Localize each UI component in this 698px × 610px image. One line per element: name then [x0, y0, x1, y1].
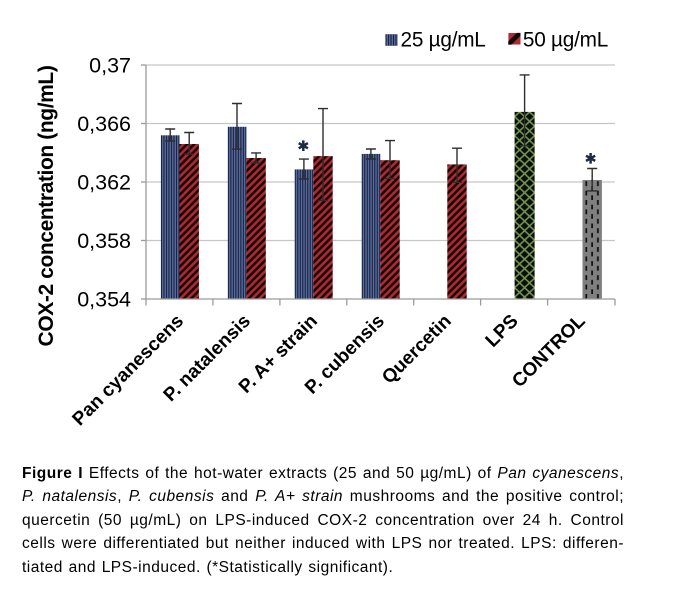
svg-text:0,358: 0,358 [77, 229, 131, 253]
svg-text:0,366: 0,366 [77, 112, 131, 136]
svg-text:COX-2 concentration (ng/mL): COX-2 concentration (ng/mL) [35, 66, 58, 347]
svg-text:LPS: LPS [482, 311, 523, 352]
svg-text:25 µg/mL: 25 µg/mL [401, 28, 486, 51]
svg-text:Quercetin: Quercetin [378, 311, 456, 389]
svg-text:0,37: 0,37 [89, 54, 131, 78]
svg-text:0,354: 0,354 [77, 288, 131, 312]
svg-text:Pan cyanescens: Pan cyanescens [69, 311, 188, 430]
svg-text:50 µg/mL: 50 µg/mL [523, 28, 608, 51]
svg-text:0,362: 0,362 [77, 171, 131, 195]
svg-text:CONTROL: CONTROL [508, 310, 590, 392]
